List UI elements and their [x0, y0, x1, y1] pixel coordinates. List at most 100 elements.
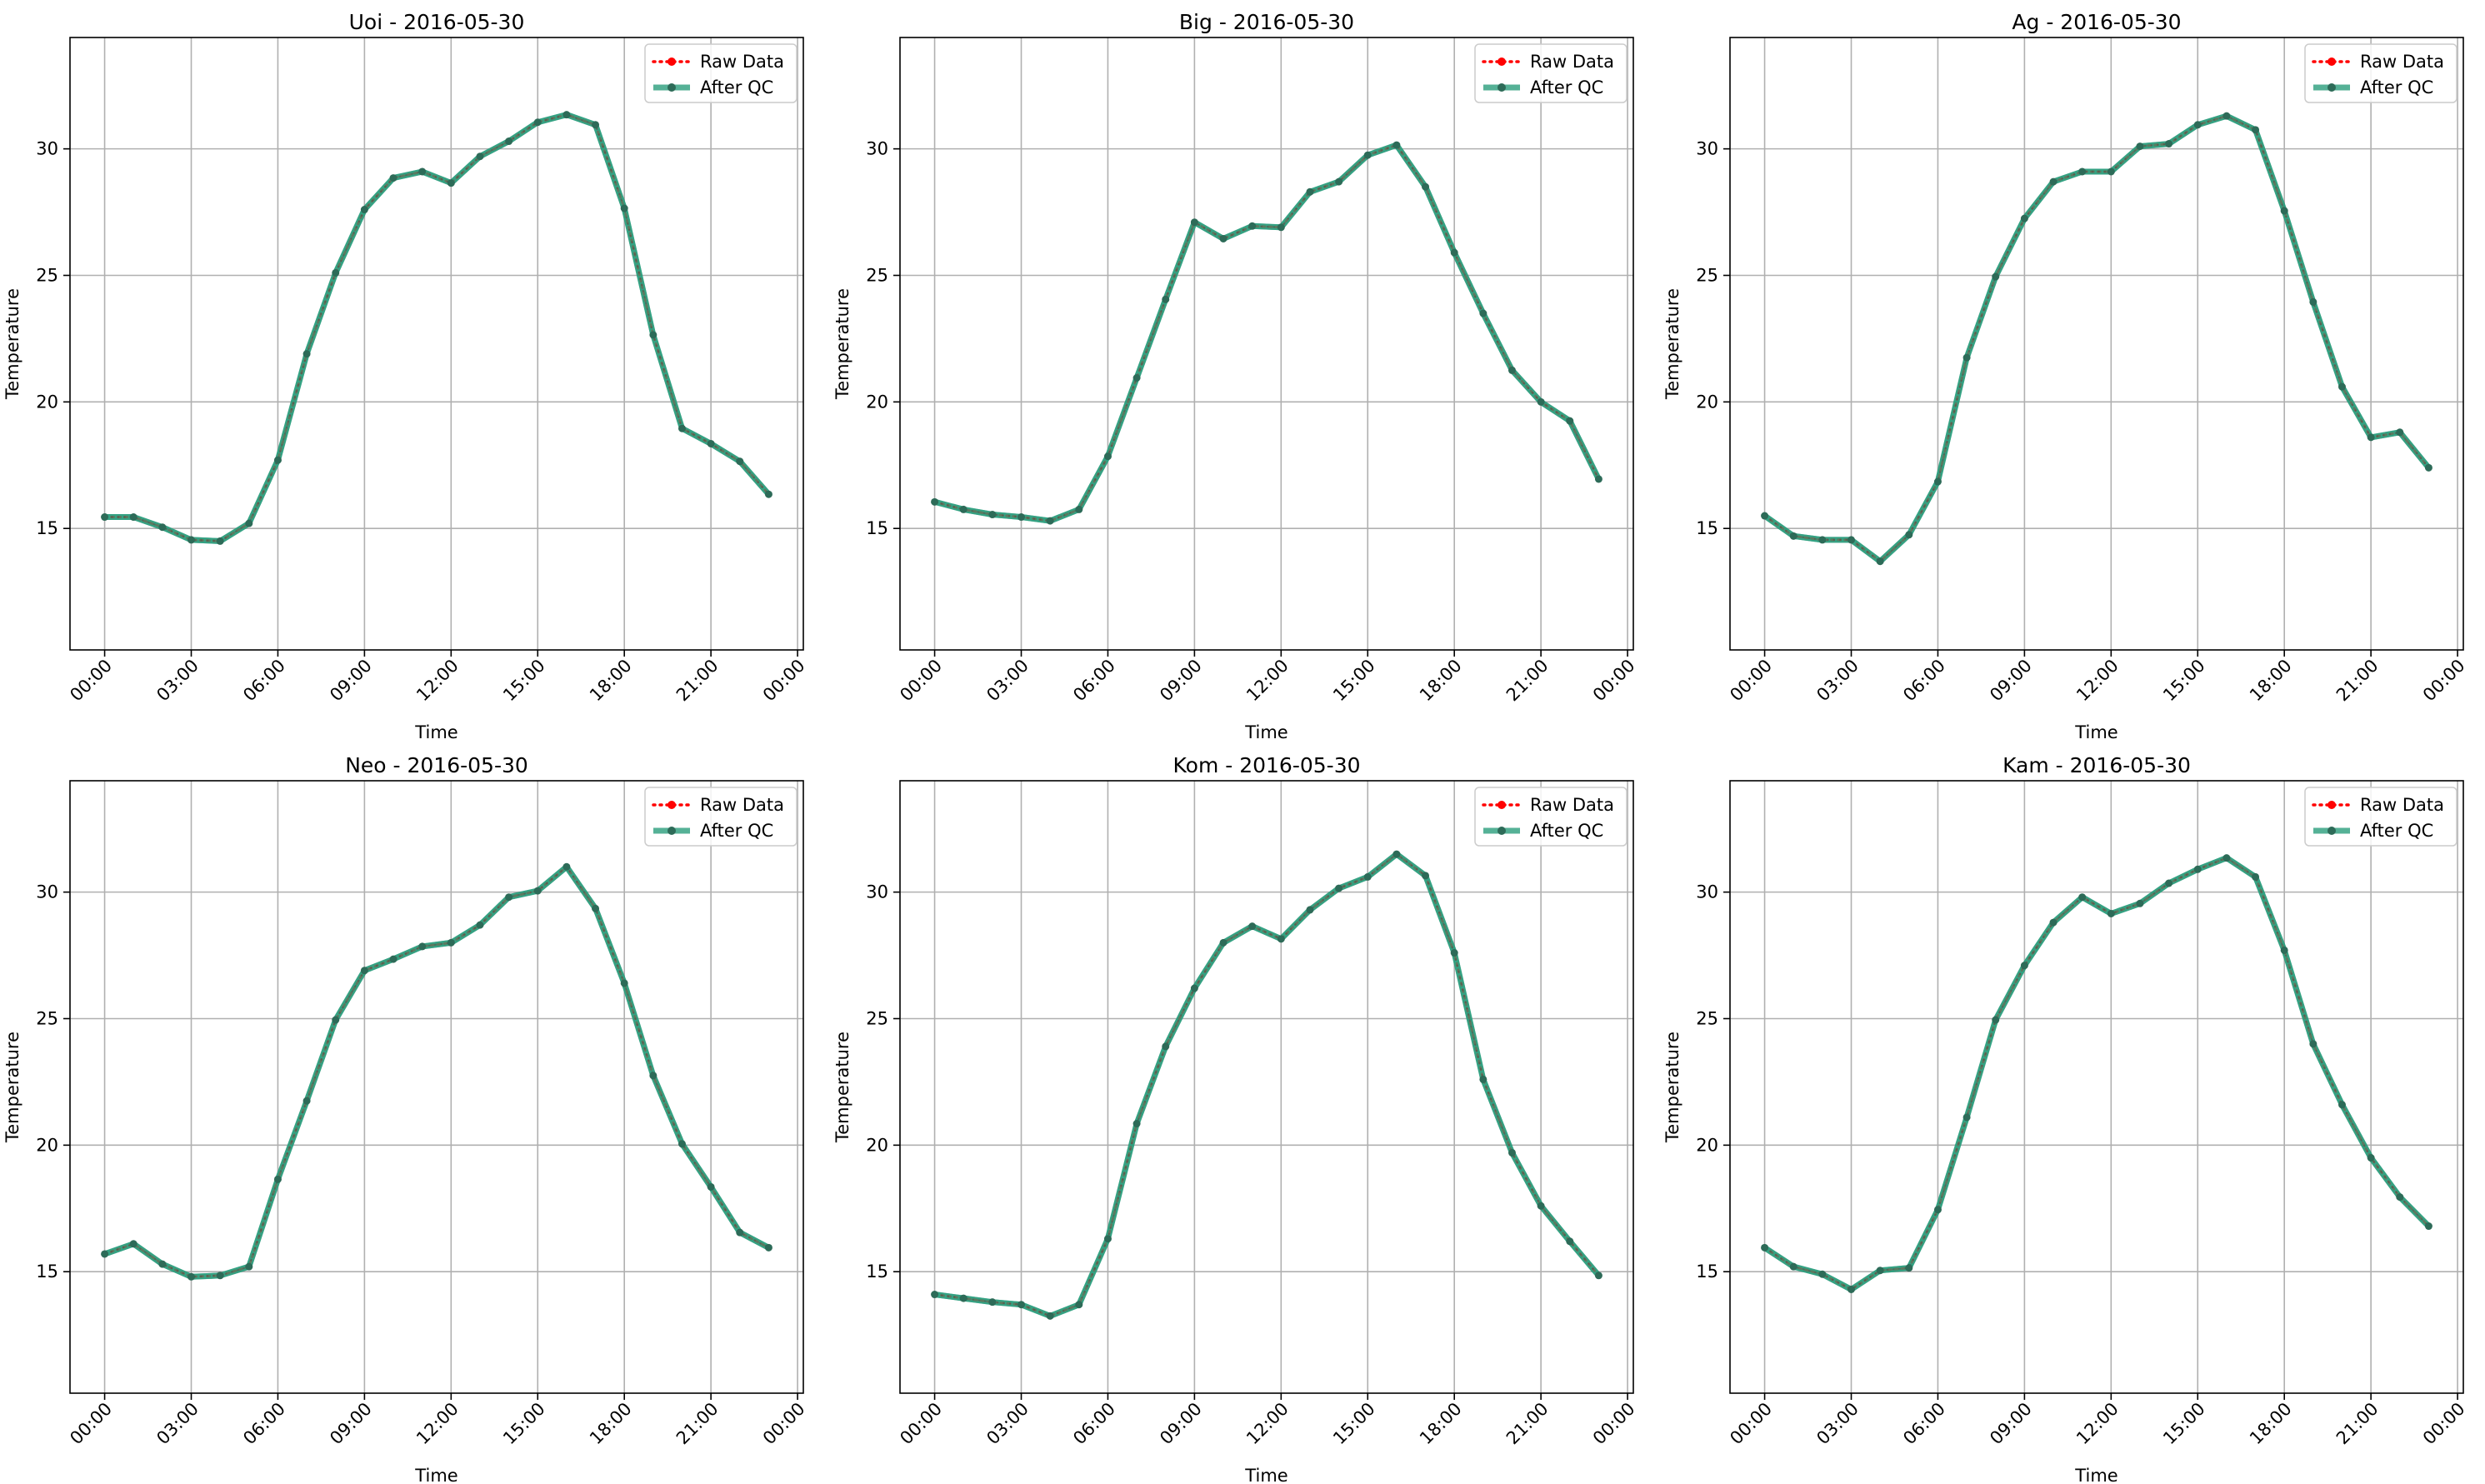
data-point — [2280, 207, 2288, 215]
axes-frame — [899, 37, 1634, 651]
data-point — [1508, 1148, 1516, 1157]
data-point — [1422, 182, 1430, 191]
data-point — [649, 331, 658, 339]
y-tick-label: 15 — [36, 518, 58, 538]
data-point — [1789, 532, 1798, 540]
data-point — [1162, 1042, 1170, 1051]
legend-marker-raw-data — [668, 801, 676, 809]
data-point — [1046, 517, 1054, 525]
data-point — [1335, 884, 1343, 892]
x-axis-label: Time — [1244, 722, 1288, 742]
data-point — [389, 955, 398, 963]
data-point — [1363, 151, 1372, 159]
x-tick-label: 18:00 — [2246, 656, 2296, 706]
data-point — [764, 1243, 772, 1252]
legend-marker-after-qc — [2328, 83, 2336, 92]
legend: Raw Data After QC — [644, 43, 798, 103]
subplot-3: 15 20 25 30 00:00 03:00 06:00 09:00 12:00 15:00 18… — [2, 753, 809, 1484]
data-point — [764, 490, 772, 498]
data-point — [360, 206, 368, 214]
series-line-raw-data-overlay — [104, 113, 770, 542]
data-point — [707, 439, 715, 447]
x-tick-label: 21:00 — [2332, 1399, 2382, 1449]
series-line-after-qc-overlay — [933, 142, 1602, 524]
x-tick-label: 09:00 — [326, 1399, 376, 1449]
y-tick-label: 30 — [1696, 139, 1718, 159]
legend-label-raw-data: Raw Data — [1530, 52, 1614, 72]
y-tick-label: 15 — [866, 1262, 888, 1282]
y-axis-label: Temperature — [1662, 1032, 1682, 1143]
data-point — [1248, 222, 1257, 230]
legend-label-after-qc: After QC — [2360, 77, 2433, 97]
x-tick-label: 00:00 — [759, 656, 809, 706]
data-point — [2396, 428, 2404, 437]
x-tick-label: 09:00 — [1156, 656, 1206, 706]
data-point — [649, 1072, 658, 1080]
series-line-raw-data-overlay — [1763, 115, 2430, 563]
x-tick-label: 00:00 — [66, 656, 116, 706]
x-tick-label: 00:00 — [1726, 656, 1776, 706]
x-axis-label: Time — [2074, 1466, 2118, 1484]
data-point — [1277, 223, 1285, 232]
data-point — [158, 523, 167, 532]
data-point — [2078, 893, 2087, 902]
x-tick-label: 18:00 — [586, 1399, 636, 1449]
y-tick-label: 20 — [36, 1135, 58, 1155]
data-point — [959, 505, 968, 513]
data-point — [988, 1298, 997, 1307]
data-point — [447, 179, 455, 187]
legend-marker-after-qc — [668, 827, 676, 835]
data-point — [2049, 177, 2058, 186]
data-point — [2309, 297, 2318, 306]
x-tick-label: 09:00 — [1156, 1399, 1206, 1449]
legend-label-after-qc: After QC — [700, 77, 773, 97]
x-tick-label: 12:00 — [412, 656, 462, 706]
subplot-2: 15 20 25 30 00:00 03:00 06:00 09:00 12:00 15:00 18… — [1662, 10, 2469, 742]
data-point — [2020, 962, 2028, 970]
x-tick-label: 15:00 — [1329, 1399, 1379, 1449]
data-point — [1876, 1267, 1884, 1275]
subplot-title: Kom - 2016-05-30 — [1173, 753, 1361, 777]
data-point — [1219, 234, 1228, 242]
x-tick-label: 21:00 — [672, 1399, 722, 1449]
series-line-after-qc-overlay — [934, 851, 1602, 1319]
y-tick-label: 25 — [866, 1008, 888, 1028]
data-point — [216, 537, 224, 545]
data-point — [360, 967, 368, 975]
data-point — [1363, 872, 1372, 881]
data-point — [188, 536, 196, 544]
y-tick-label: 30 — [36, 139, 58, 159]
data-point — [418, 167, 427, 176]
data-point — [302, 1097, 311, 1105]
data-point — [592, 904, 600, 912]
x-tick-label: 15:00 — [499, 1399, 549, 1449]
data-point — [2252, 126, 2260, 134]
legend-label-raw-data: Raw Data — [700, 795, 784, 815]
data-point — [931, 1291, 939, 1299]
data-point — [2396, 1193, 2404, 1202]
data-point — [1905, 531, 1913, 539]
legend-marker-after-qc — [2328, 827, 2336, 835]
y-tick-label: 25 — [36, 1008, 58, 1028]
legend-label-after-qc: After QC — [700, 821, 773, 841]
x-tick-label: 15:00 — [2159, 656, 2209, 706]
data-point — [736, 1228, 744, 1237]
data-point — [1761, 1243, 1769, 1252]
axes-frame — [899, 780, 1634, 1394]
data-point — [2165, 879, 2173, 887]
legend-label-raw-data: Raw Data — [1530, 795, 1614, 815]
x-tick-label: 03:00 — [152, 1399, 202, 1449]
data-point — [620, 204, 628, 212]
x-tick-label: 18:00 — [2246, 1399, 2296, 1449]
data-point — [245, 519, 253, 527]
data-point — [1876, 557, 1884, 566]
data-point — [2338, 1101, 2346, 1109]
series-line-raw-data — [103, 865, 770, 1278]
subplot-1: 15 20 25 30 00:00 03:00 06:00 09:00 12:00 15:00 18… — [832, 10, 1639, 742]
legend-label-raw-data: Raw Data — [2360, 795, 2444, 815]
data-point — [1818, 536, 1827, 544]
x-tick-label: 03:00 — [982, 656, 1032, 706]
x-tick-label: 21:00 — [672, 656, 722, 706]
legend-marker-after-qc — [1498, 827, 1506, 835]
x-tick-label: 09:00 — [326, 656, 376, 706]
